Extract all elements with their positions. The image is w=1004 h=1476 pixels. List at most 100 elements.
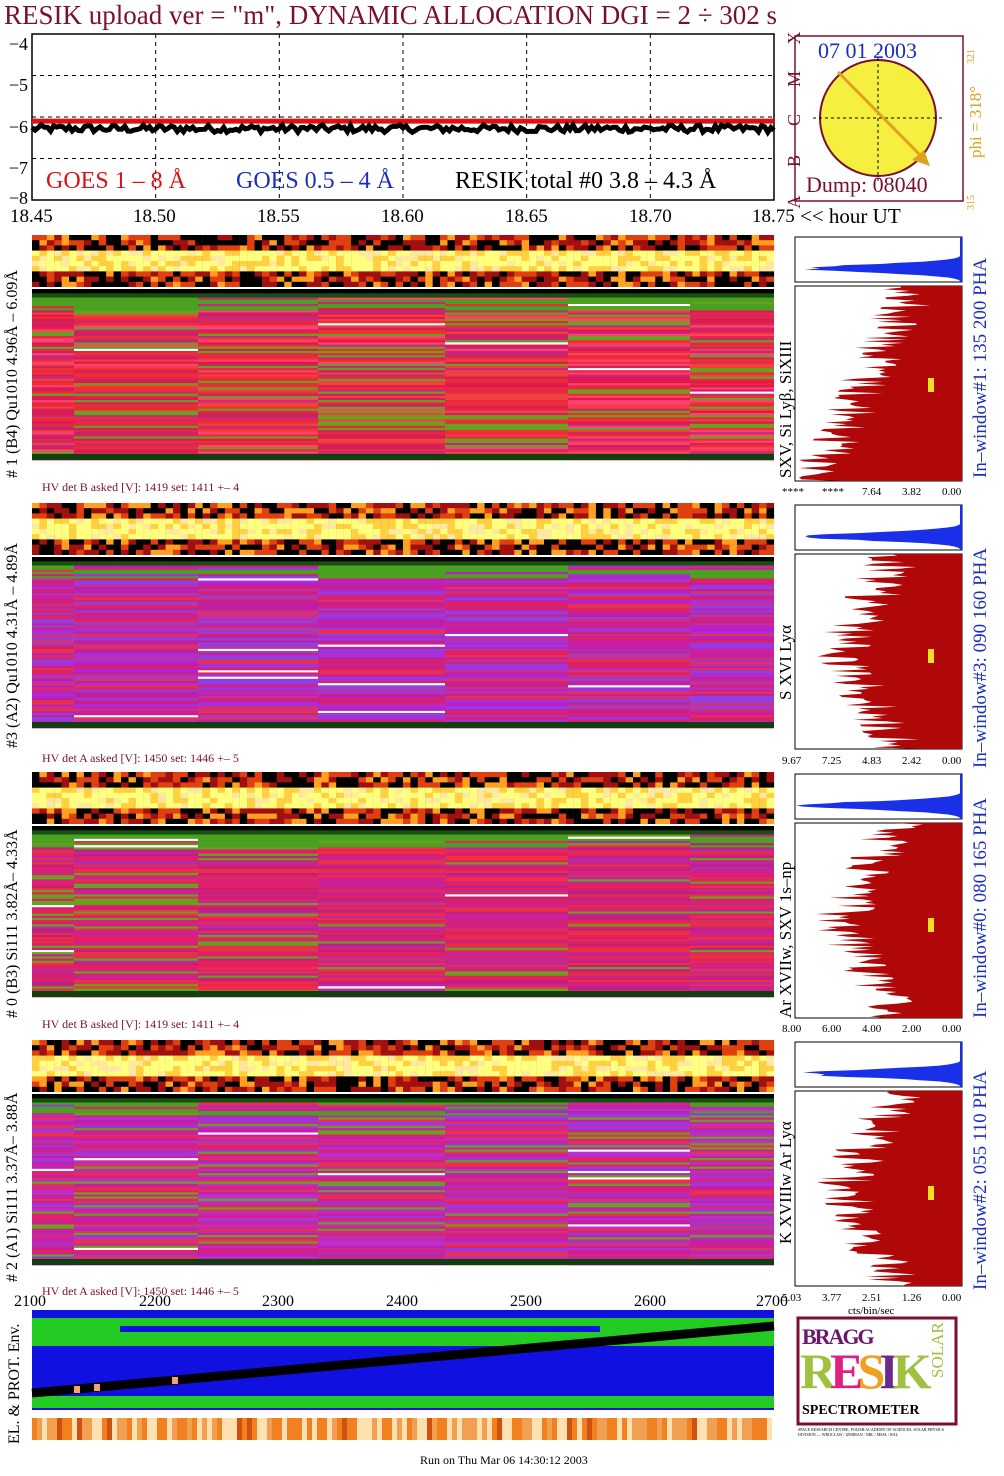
strip-cell: [529, 508, 537, 514]
strip-cell: [544, 1045, 552, 1051]
spectrogram-row: [74, 449, 198, 452]
strip-cell: [647, 549, 656, 556]
strip-cell: [692, 534, 700, 540]
spectrogram-row: [198, 574, 318, 577]
spectrogram-row: [690, 415, 774, 418]
strip-cell: [521, 808, 530, 814]
strip-cell: [521, 782, 530, 788]
strip-cell: [566, 240, 574, 246]
strip-cell: [440, 772, 448, 778]
spectrogram-row: [445, 858, 568, 861]
strip-cell: [173, 818, 181, 825]
strip-cell: [135, 534, 144, 540]
spectrogram-row: [445, 875, 568, 878]
strip-cell: [269, 798, 277, 804]
strip-cell: [618, 240, 626, 246]
spectrogram-row: [568, 651, 690, 654]
spectrogram-row: [74, 408, 198, 412]
spectrogram-row: [198, 958, 318, 961]
strip-cell: [759, 240, 767, 246]
spectrogram-row: [690, 849, 774, 852]
spectrogram-row: [690, 937, 774, 940]
strip-cell: [373, 549, 381, 556]
strip-cell: [98, 808, 107, 814]
strip-cell: [492, 772, 500, 778]
strip-cell: [699, 777, 708, 783]
spectrogram-row: [318, 986, 445, 989]
strip-cell: [210, 518, 218, 525]
strip-cell: [180, 240, 188, 246]
strip-cell: [121, 266, 129, 272]
strip-cell: [143, 772, 151, 778]
strip-cell: [744, 549, 752, 556]
strip-cell: [551, 508, 559, 514]
spectrogram-row: [568, 890, 690, 893]
strip-cell: [135, 276, 144, 283]
strip-cell: [573, 240, 582, 246]
spectrogram-row: [198, 363, 318, 367]
strip-cell: [640, 813, 648, 820]
strip-cell: [655, 518, 663, 525]
strip-cell: [714, 818, 723, 825]
strip-cell: [46, 255, 55, 262]
strip-cell: [462, 549, 470, 556]
strip-cell: [388, 508, 396, 514]
spectrogram-row: [32, 638, 74, 641]
strip-cell: [647, 235, 656, 241]
strip-cell: [699, 549, 708, 556]
strip-cell: [247, 534, 255, 540]
strip-cell: [514, 245, 522, 251]
spectrogram-row: [32, 702, 74, 705]
strip-cell: [484, 782, 493, 788]
strip-cell: [618, 782, 626, 788]
strip-cell: [744, 808, 752, 814]
strip-cell: [187, 549, 196, 556]
spectrogram-row: [445, 845, 568, 848]
strip-cell: [618, 798, 626, 804]
spectrogram-row: [74, 295, 198, 298]
strip-cell: [484, 523, 493, 530]
spectrogram-row: [318, 984, 445, 987]
strip-cell: [328, 266, 337, 272]
strip-cell: [39, 782, 47, 788]
spectrogram-row: [198, 640, 318, 643]
strip-cell: [492, 529, 500, 535]
strip-cell: [61, 503, 70, 509]
strip-cell: [284, 808, 292, 814]
strip-cell: [744, 772, 752, 778]
strip-cell: [707, 235, 715, 241]
strip-cell: [692, 271, 700, 277]
strip-cell: [655, 549, 663, 556]
spectrogram-row: [445, 892, 568, 895]
strip-cell: [173, 1040, 181, 1046]
strip-cell: [284, 772, 292, 778]
strip-cell: [262, 250, 270, 257]
spectrogram-row: [445, 898, 568, 902]
strip-cell: [351, 503, 359, 509]
spectrogram-row: [32, 434, 74, 437]
strip-cell: [440, 798, 448, 804]
strip-cell: [195, 235, 203, 241]
strip-cell: [150, 777, 159, 783]
strip-cell: [744, 523, 752, 530]
spectrogram-row: [318, 640, 445, 643]
strip-cell: [603, 281, 611, 288]
spectrogram-row: [568, 663, 690, 667]
strip-cell: [321, 777, 329, 783]
strip-cell: [91, 513, 99, 519]
strip-cell: [462, 271, 470, 277]
spectrogram-row: [568, 415, 690, 418]
strip-cell: [647, 792, 656, 799]
strip-cell: [195, 503, 203, 509]
strip-cell: [276, 1040, 285, 1046]
spectrogram-row: [568, 344, 690, 348]
strip-cell: [365, 508, 374, 514]
strip-cell: [469, 818, 478, 825]
spectrogram-row: [198, 653, 318, 656]
strip-cell: [143, 281, 151, 288]
spectrogram-row: [445, 681, 568, 684]
strip-cell: [440, 518, 448, 525]
strip-cell: [477, 503, 485, 509]
strip-cell: [276, 539, 285, 545]
strip-cell: [69, 529, 77, 535]
